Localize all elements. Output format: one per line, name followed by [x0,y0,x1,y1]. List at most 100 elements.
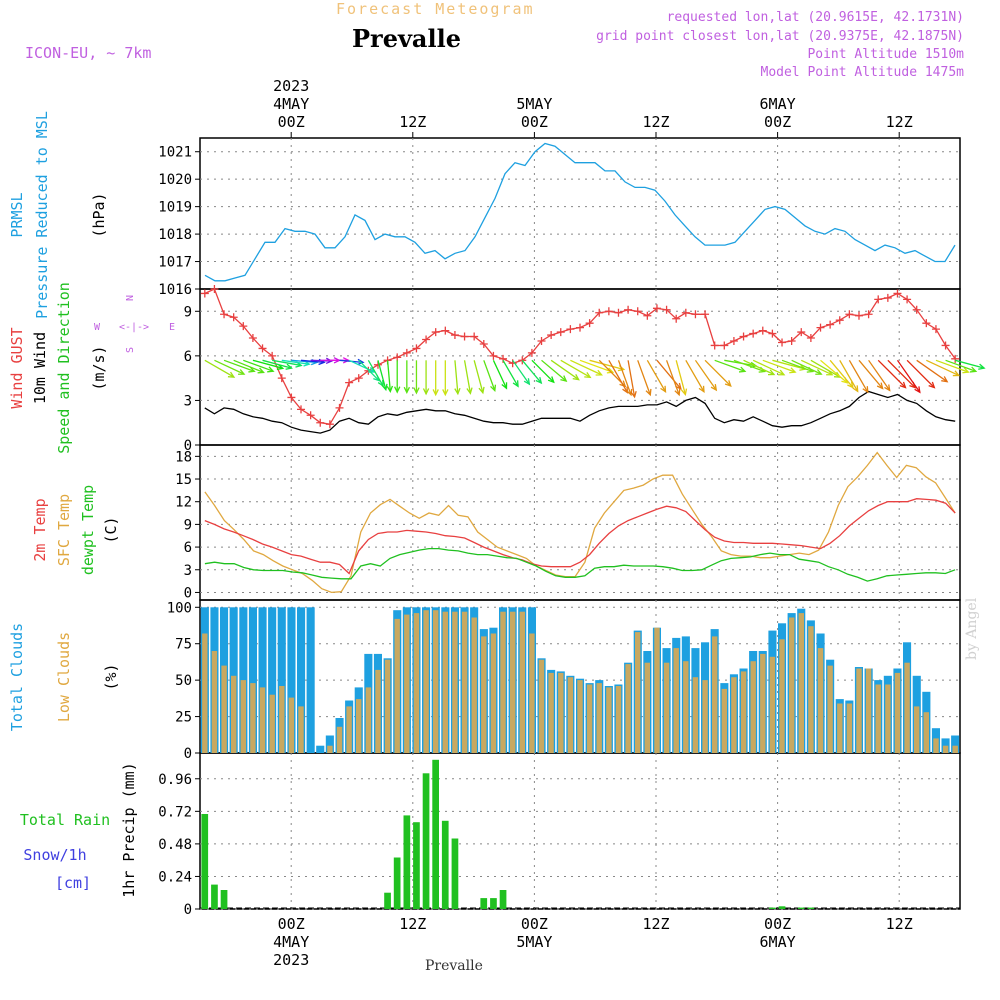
low-cloud-bar [721,688,727,753]
top-time-label: 00Z [764,113,791,131]
low-cloud-bar [269,694,275,753]
gust-marker [787,337,796,345]
series-prmsl-line [204,142,956,282]
wind-direction-arrow [743,359,776,376]
low-cloud-bar [375,669,381,753]
gust-marker [537,337,546,345]
gust-marker [268,351,277,360]
wind-arrow-shaft [733,359,765,373]
rain-bar [413,822,420,909]
requested-coords: requested lon,lat (20.9615E, 42.1731N) [666,10,964,25]
low-cloud-bar [942,745,949,753]
wind-arrow-head [248,366,256,373]
wind-arrow-shaft [896,359,921,393]
wind-arrow-shaft [926,359,960,377]
wind-arrow-shaft [204,359,235,378]
wind-direction-arrow [570,359,604,376]
ytick-label: 50 [175,673,192,689]
low-cloud-bar [904,662,910,753]
gust-marker [345,378,354,387]
low-cloud-bar [548,672,554,753]
wind-arrow-head [660,385,667,394]
wind-arrow-shaft [646,359,667,393]
rain-bar [220,890,228,909]
low-cloud-bar [538,659,545,753]
label-sfc-temp: SFC Temp [55,494,73,566]
wind-direction-arrow [762,359,797,374]
gust-marker [701,310,710,319]
gust-marker [412,344,421,353]
wind-direction-arrow [752,359,786,376]
wind-arrow-head [501,382,508,390]
top-time-label: 12Z [399,113,426,131]
rain-bar [432,759,439,909]
wind-arrow-head [285,363,293,370]
wind-arrow-shaft [714,359,746,372]
low-cloud-bar [827,665,833,753]
wind-arrow-head [884,384,891,392]
gust-marker [633,307,642,316]
wind-direction-arrow [704,359,732,388]
low-cloud-bar [481,636,487,753]
wind-arrow-head [914,386,921,394]
low-cloud-bar [644,662,650,753]
low-cloud-bar [558,672,564,753]
wind-arrow-head [584,372,592,379]
gust-marker [854,311,863,320]
gust-marker [489,351,498,360]
wind-arrow-head [852,385,859,393]
low-cloud-bar [606,687,612,753]
wind-direction-arrow [916,359,949,383]
label-hpa: (hPa) [90,192,108,237]
wind-arrow-shaft [272,359,302,367]
wind-arrow-head [535,376,543,385]
rain-bar [393,857,401,909]
gust-marker [277,374,286,383]
panel-frame [199,137,961,290]
rain-bar [797,907,805,909]
wind-arrow-shaft [291,359,317,364]
wind-direction-arrow [685,359,705,394]
low-cloud-bar [471,617,477,753]
wind-arrow-shaft [473,360,484,393]
wind-arrow-shaft [637,360,651,396]
rain-bar [807,907,815,909]
gust-marker [941,341,950,350]
wind-arrow-head [547,376,555,384]
panel-frame [199,752,961,910]
wind-direction-arrow [442,360,449,397]
low-cloud-bar [365,687,372,753]
label-snow-cm: [cm] [55,874,91,892]
wind-direction-arrow [473,360,485,395]
wind-arrow-head [413,387,420,395]
wind-direction-arrow [492,360,508,390]
gust-marker [797,328,806,337]
wind-direction-arrow [955,359,986,370]
wind-arrow-head [876,382,884,390]
gust-marker [845,310,854,319]
series-dewpt-line [204,547,956,582]
ytick-label: 100 [167,600,192,616]
wind-direction-arrow [394,360,401,394]
wind-arrow-shaft [386,360,391,392]
wind-arrow-shaft [223,359,255,372]
gust-marker [739,332,748,341]
ytick-label: 9 [184,304,192,320]
ytick-label: 1020 [158,172,192,188]
wind-direction-arrow [935,359,970,374]
wind-arrow-head [227,371,236,378]
wind-arrow-shaft [617,360,632,396]
wind-arrow-head [523,378,531,386]
wind-arrow-shaft [810,359,841,378]
wind-direction-arrow [714,359,747,373]
footer-location: Prevalle [425,958,483,974]
ytick-label: 1019 [158,200,192,216]
wind-direction-arrow [214,359,246,375]
panel-1 [195,137,961,290]
top-time-label: 12Z [642,113,669,131]
wind-arrow-head [698,385,705,394]
wind-arrow-head [622,386,629,394]
wind-arrow-shaft [560,359,591,378]
wind-arrow-shaft [743,359,775,376]
gust-marker [200,289,209,298]
